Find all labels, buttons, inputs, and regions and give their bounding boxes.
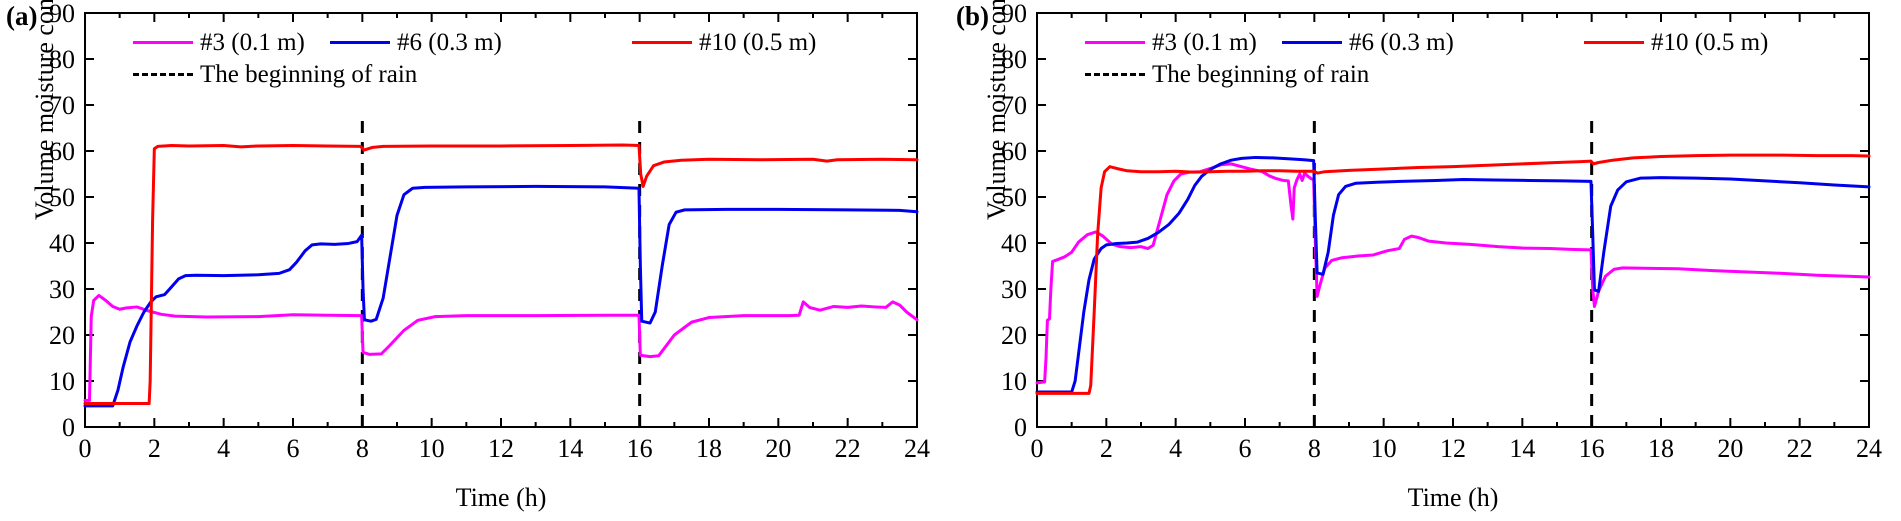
- x-tick-label: 18: [696, 434, 722, 463]
- legend-label: #10 (0.5 m): [699, 29, 817, 56]
- y-tick-label: 60: [1001, 137, 1027, 166]
- legend-line-sample: [1584, 41, 1644, 44]
- legend-label: #3 (0.1 m): [200, 29, 305, 56]
- x-axis-title-a: Time (h): [455, 483, 547, 512]
- y-tick-label: 90: [49, 0, 75, 28]
- y-tick-label: 60: [49, 137, 75, 166]
- y-tick-label: 80: [1001, 45, 1027, 74]
- x-tick-label: 12: [488, 434, 514, 463]
- panel-label-b: (b): [956, 1, 989, 31]
- x-tick-label: 8: [356, 434, 369, 463]
- legend-line-sample: [330, 41, 390, 44]
- legend-label-rain: The beginning of rain: [200, 61, 418, 88]
- legend-line-sample: [1085, 41, 1145, 44]
- series-line-10-0-5-m: [83, 143, 919, 406]
- series-line-10-0-5-m: [1035, 153, 1871, 395]
- legend-dash-sample: [1085, 73, 1145, 76]
- y-tick-label: 90: [1001, 0, 1027, 28]
- y-tick-label: 50: [1001, 183, 1027, 212]
- legend-label: #3 (0.1 m): [1152, 29, 1257, 56]
- legend-label: #10 (0.5 m): [1651, 29, 1769, 56]
- x-tick-label: 16: [627, 434, 653, 463]
- y-tick-label: 10: [1001, 367, 1027, 396]
- y-tick-label: 70: [1001, 91, 1027, 120]
- x-tick-label: 6: [287, 434, 300, 463]
- x-tick-label: 14: [1509, 434, 1535, 463]
- y-tick-label: 40: [49, 229, 75, 258]
- y-tick-label: 10: [49, 367, 75, 396]
- x-tick-label: 20: [1717, 434, 1743, 463]
- x-tick-label: 6: [1239, 434, 1252, 463]
- y-tick-label: 50: [49, 183, 75, 212]
- x-tick-label: 10: [419, 434, 445, 463]
- legend-item-1: #3 (0.1 m): [1085, 30, 1257, 55]
- legend-item-1: #3 (0.1 m): [133, 30, 305, 55]
- series-line-3-0-1-m: [1035, 162, 1871, 385]
- x-tick-label: 2: [148, 434, 161, 463]
- x-tick-label: 0: [1031, 434, 1044, 463]
- x-tick-label: 8: [1308, 434, 1321, 463]
- x-tick-label: 0: [79, 434, 92, 463]
- y-tick-label: 20: [1001, 321, 1027, 350]
- legend-dash-sample: [133, 73, 193, 76]
- y-tick-label: 40: [1001, 229, 1027, 258]
- x-tick-label: 4: [217, 434, 230, 463]
- legend-label: #6 (0.3 m): [397, 29, 502, 56]
- legend-item-rain: The beginning of rain: [1085, 62, 1369, 87]
- panel-label-a: (a): [6, 1, 38, 31]
- legend-item-2: #6 (0.3 m): [1282, 30, 1454, 55]
- x-axis-title-b: Time (h): [1407, 483, 1499, 512]
- y-tick-label: 30: [49, 275, 75, 304]
- x-tick-label: 12: [1440, 434, 1466, 463]
- x-tick-label: 24: [904, 434, 930, 463]
- y-tick-label: 0: [1014, 413, 1027, 442]
- legend-line-sample: [632, 41, 692, 44]
- x-tick-label: 22: [835, 434, 861, 463]
- y-tick-label: 30: [1001, 275, 1027, 304]
- y-tick-label: 0: [62, 413, 75, 442]
- legend-label-rain: The beginning of rain: [1152, 61, 1370, 88]
- series-line-6-0-3-m: [1035, 155, 1871, 394]
- x-tick-label: 20: [765, 434, 791, 463]
- legend-line-sample: [1282, 41, 1342, 44]
- legend-item-3: #10 (0.5 m): [1584, 30, 1768, 55]
- x-tick-label: 4: [1169, 434, 1182, 463]
- y-tick-label: 80: [49, 45, 75, 74]
- x-tick-label: 18: [1648, 434, 1674, 463]
- x-tick-label: 24: [1856, 434, 1882, 463]
- series-line-6-0-3-m: [83, 184, 919, 408]
- x-tick-label: 22: [1787, 434, 1813, 463]
- legend-label: #6 (0.3 m): [1349, 29, 1454, 56]
- legend-item-2: #6 (0.3 m): [330, 30, 502, 55]
- legend-item-3: #10 (0.5 m): [632, 30, 816, 55]
- x-tick-label: 2: [1100, 434, 1113, 463]
- legend-item-rain: The beginning of rain: [133, 62, 417, 87]
- x-tick-label: 16: [1579, 434, 1605, 463]
- series-line-3-0-1-m: [83, 293, 919, 402]
- x-tick-label: 14: [557, 434, 583, 463]
- y-tick-label: 70: [49, 91, 75, 120]
- y-tick-label: 20: [49, 321, 75, 350]
- legend-line-sample: [133, 41, 193, 44]
- x-tick-label: 10: [1371, 434, 1397, 463]
